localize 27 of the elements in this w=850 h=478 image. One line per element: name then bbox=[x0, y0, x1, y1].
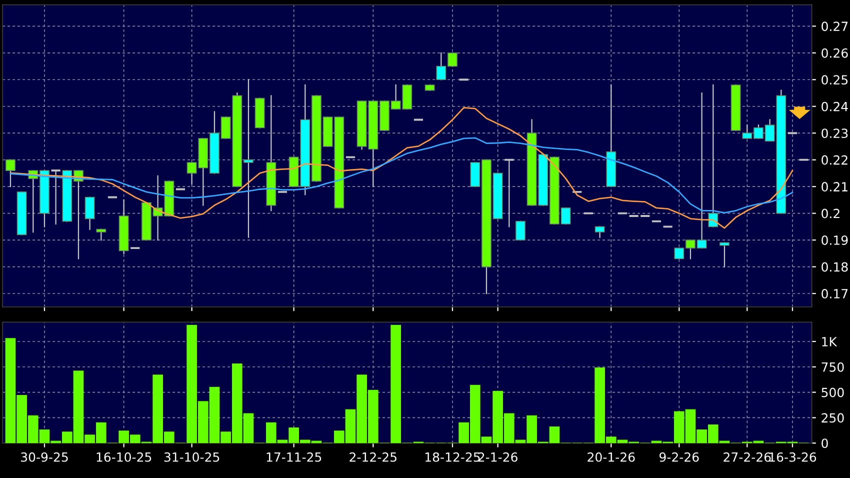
y-tick-label: 0.23 bbox=[822, 128, 848, 138]
y-tick-label: 1K bbox=[822, 337, 838, 346]
x-tick-label: 18-12-25 bbox=[425, 452, 480, 462]
x-tick-label: 2-12-25 bbox=[350, 452, 396, 462]
y-tick-label: 0.25 bbox=[822, 75, 848, 85]
y-tick-label: 0.24 bbox=[822, 102, 848, 112]
y-tick-label: 0 bbox=[822, 438, 828, 448]
x-tick-label: 30-9-25 bbox=[21, 452, 68, 462]
x-tick-label: 2-1-26 bbox=[478, 452, 518, 462]
y-tick-label: 0.26 bbox=[822, 48, 848, 58]
x-tick-label: 20-1-26 bbox=[588, 452, 635, 462]
y-tick-label: 250 bbox=[822, 413, 844, 423]
x-tick-label: 16-10-25 bbox=[96, 452, 152, 462]
x-tick-label: 9-2-26 bbox=[660, 452, 699, 462]
y-tick-label: 750 bbox=[822, 362, 844, 372]
x-tick-label: 16-3-26 bbox=[769, 452, 816, 462]
x-tick-label: 17-11-25 bbox=[266, 452, 322, 462]
y-tick-label: 0.18 bbox=[822, 262, 848, 272]
y-tick-label: 0.27 bbox=[822, 22, 848, 32]
y-tick-label: 0.2 bbox=[822, 208, 840, 218]
x-tick-label: 31-10-25 bbox=[164, 452, 220, 462]
x-tick-label: 27-2-26 bbox=[724, 452, 771, 462]
y-tick-label: 0.17 bbox=[822, 288, 848, 298]
y-tick-label: 0.19 bbox=[822, 236, 848, 245]
y-tick-label: 0.22 bbox=[822, 155, 848, 165]
y-tick-label: 0.21 bbox=[822, 182, 848, 192]
y-tick-label: 500 bbox=[822, 388, 844, 398]
